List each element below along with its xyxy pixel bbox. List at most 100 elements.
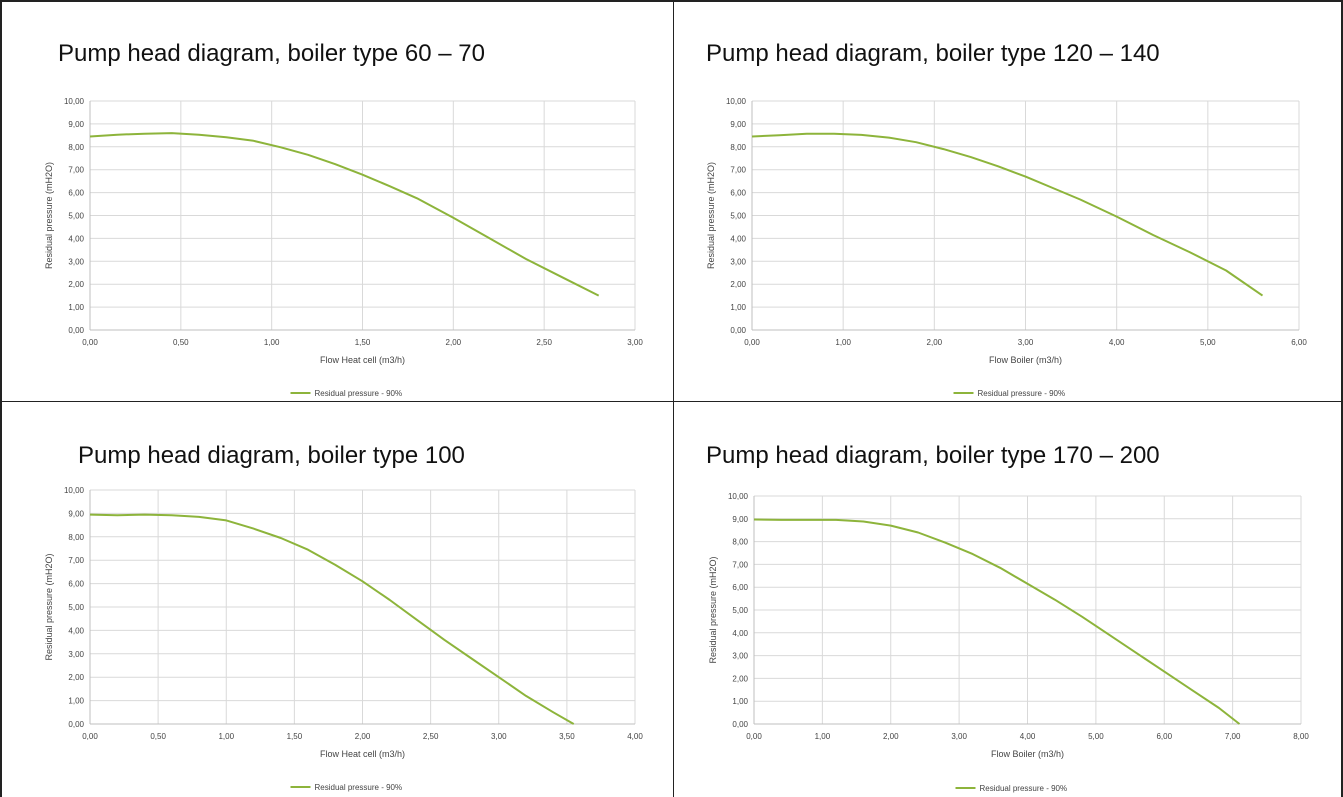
x-tick-label: 0,50 (173, 338, 189, 347)
y-tick-label: 9,00 (732, 515, 748, 524)
x-tick-label: 7,00 (1225, 732, 1241, 741)
legend-label: Residual pressure - 90% (980, 784, 1068, 793)
y-tick-label: 1,00 (68, 697, 84, 706)
x-tick-label: 6,00 (1291, 338, 1307, 347)
x-tick-label: 2,00 (446, 338, 462, 347)
x-tick-label: 3,00 (627, 338, 643, 347)
y-tick-label: 3,00 (68, 257, 84, 266)
x-tick-label: 0,50 (150, 732, 166, 741)
x-tick-label: 8,00 (1293, 732, 1309, 741)
x-axis-title: Flow Heat cell (m3/h) (320, 355, 405, 365)
y-tick-label: 10,00 (728, 492, 749, 501)
x-tick-label: 1,50 (287, 732, 303, 741)
series-line-residual-pressure (751, 132, 1264, 297)
x-tick-label: 2,00 (883, 732, 899, 741)
x-tick-label: 3,00 (951, 732, 967, 741)
x-tick-label: 4,00 (627, 732, 643, 741)
pump-head-chart-120-140: 0,00 1,00 2,00 3,00 4,00 5,00 6,00 0,00 1,00 2,00… (706, 97, 1307, 398)
chart-title: Pump head diagram, boiler type 100 (78, 442, 465, 469)
x-tick-label: 6,00 (1156, 732, 1172, 741)
legend-label: Residual pressure - 90% (978, 389, 1066, 398)
x-tick-label: 1,00 (218, 732, 234, 741)
y-tick-label: 4,00 (68, 626, 84, 635)
y-tick-label: 3,00 (732, 652, 748, 661)
chart-panel-120-140: Pump head diagram, boiler type 120 – 140… (673, 0, 1343, 402)
y-tick-label: 8,00 (68, 143, 84, 152)
y-tick-label: 10,00 (726, 97, 747, 106)
x-axis-title: Flow Boiler (m3/h) (991, 749, 1064, 759)
chart-title: Pump head diagram, boiler type 170 – 200 (706, 442, 1160, 469)
y-tick-label: 6,00 (68, 580, 84, 589)
series-line-residual-pressure (89, 513, 575, 725)
y-tick-label: 6,00 (68, 189, 84, 198)
y-tick-label: 0,00 (68, 720, 84, 729)
x-tick-label: 2,50 (536, 338, 552, 347)
y-tick-label: 8,00 (732, 538, 748, 547)
legend-label: Residual pressure - 90% (315, 389, 403, 398)
x-tick-label: 0,00 (82, 732, 98, 741)
x-tick-label: 0,00 (746, 732, 762, 741)
x-tick-label: 3,50 (559, 732, 575, 741)
y-axis-title: Residual pressure (mH2O) (708, 556, 718, 663)
x-tick-label: 3,00 (491, 732, 507, 741)
x-tick-label: 1,00 (815, 732, 831, 741)
y-axis-title: Residual pressure (mH2O) (706, 162, 716, 269)
x-tick-label: 3,00 (1018, 338, 1034, 347)
pump-head-chart-60-70: 0,00 0,50 1,00 1,50 2,00 2,50 3,00 0,00 1,00 2,00… (44, 97, 643, 398)
y-tick-label: 8,00 (730, 143, 746, 152)
y-tick-label: 8,00 (68, 533, 84, 542)
chart-title: Pump head diagram, boiler type 60 – 70 (58, 40, 485, 67)
y-tick-label: 1,00 (730, 303, 746, 312)
chart-panel-170-200: Pump head diagram, boiler type 170 – 200… (673, 401, 1343, 797)
x-axis-title: Flow Boiler (m3/h) (989, 355, 1062, 365)
series-line-residual-pressure (89, 132, 600, 297)
y-tick-label: 5,00 (68, 212, 84, 221)
y-tick-label: 1,00 (68, 303, 84, 312)
y-tick-label: 7,00 (732, 560, 748, 569)
x-axis-title: Flow Heat cell (m3/h) (320, 749, 405, 759)
y-axis-title: Residual pressure (mH2O) (44, 553, 54, 660)
y-tick-label: 10,00 (64, 486, 85, 495)
y-tick-label: 0,00 (68, 326, 84, 335)
y-tick-label: 4,00 (68, 234, 84, 243)
y-tick-label: 0,00 (730, 326, 746, 335)
y-tick-label: 2,00 (730, 280, 746, 289)
chart-title: Pump head diagram, boiler type 120 – 140 (706, 40, 1160, 67)
x-tick-label: 1,00 (835, 338, 851, 347)
x-tick-label: 1,00 (264, 338, 280, 347)
x-tick-label: 0,00 (82, 338, 98, 347)
y-tick-label: 6,00 (732, 583, 748, 592)
x-tick-label: 4,00 (1020, 732, 1036, 741)
y-tick-label: 5,00 (732, 606, 748, 615)
x-tick-label: 4,00 (1109, 338, 1125, 347)
y-tick-label: 7,00 (68, 166, 84, 175)
y-tick-label: 9,00 (68, 509, 84, 518)
y-tick-label: 9,00 (68, 120, 84, 129)
y-tick-label: 5,00 (730, 212, 746, 221)
legend-label: Residual pressure - 90% (315, 783, 403, 792)
chart-panel-60-70: Pump head diagram, boiler type 60 – 70 0… (0, 0, 674, 402)
y-tick-label: 1,00 (732, 697, 748, 706)
y-tick-label: 5,00 (68, 603, 84, 612)
x-tick-label: 5,00 (1088, 732, 1104, 741)
pump-head-chart-170-200: 0,00 1,00 2,00 3,00 4,00 5,00 6,00 7,00 8,00 0,00… (708, 492, 1309, 793)
y-tick-label: 4,00 (730, 234, 746, 243)
y-tick-label: 2,00 (68, 673, 84, 682)
y-tick-label: 4,00 (732, 629, 748, 638)
series-line-residual-pressure (753, 518, 1241, 725)
y-axis-title: Residual pressure (mH2O) (44, 162, 54, 269)
y-tick-label: 10,00 (64, 97, 85, 106)
chart-panel-100: Pump head diagram, boiler type 100 0,00 0… (0, 401, 674, 797)
y-tick-label: 6,00 (730, 189, 746, 198)
y-tick-label: 7,00 (68, 556, 84, 565)
x-tick-label: 0,00 (744, 338, 760, 347)
x-tick-label: 5,00 (1200, 338, 1216, 347)
x-tick-label: 2,00 (927, 338, 943, 347)
pump-head-chart-100: 0,00 0,50 1,00 1,50 2,00 2,50 3,00 3,50 4,00 0,00… (44, 486, 643, 792)
y-tick-label: 9,00 (730, 120, 746, 129)
y-tick-label: 3,00 (730, 257, 746, 266)
y-tick-label: 3,00 (68, 650, 84, 659)
y-tick-label: 2,00 (68, 280, 84, 289)
y-tick-label: 0,00 (732, 720, 748, 729)
